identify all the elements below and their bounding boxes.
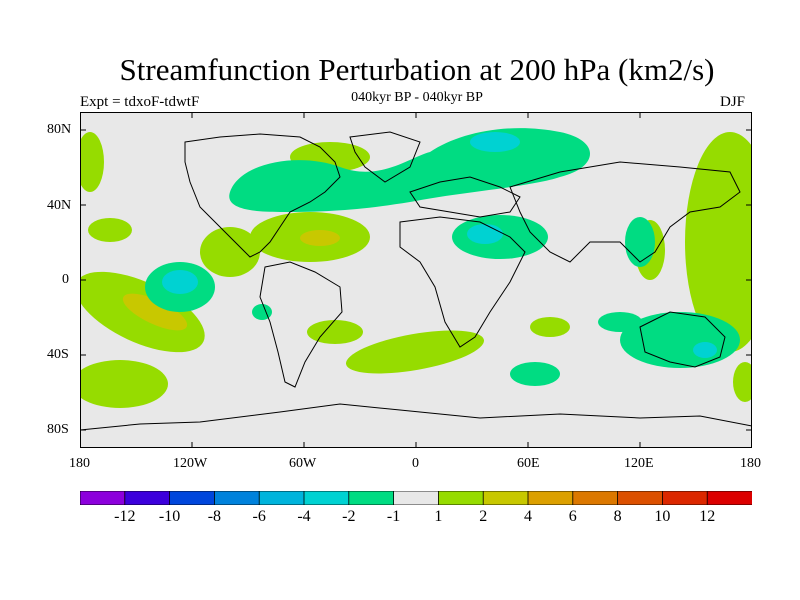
colorbar-label: -6 — [252, 508, 266, 525]
colorbar — [80, 491, 752, 505]
pos-region-subtropical-pacific — [88, 218, 132, 242]
colorbar-label: 1 — [434, 508, 443, 525]
lon-label-0: 0 — [412, 456, 419, 471]
coastline-south-america — [259, 261, 343, 388]
experiment-label: Expt = tdxoF-tdwtF — [80, 94, 200, 110]
period-label: 040kyr BP - 040kyr BP — [351, 90, 483, 105]
neg-region-middle-east-core — [467, 224, 503, 244]
pos-region-caribbean-core — [300, 230, 340, 246]
colorbar-label: 10 — [654, 508, 671, 525]
neg-region-south-indian-ocean — [510, 362, 560, 386]
streamfunction-map — [80, 112, 752, 448]
pos-region-south-america-east — [307, 320, 363, 344]
lon-label-180e: 180 — [740, 456, 761, 471]
neg-region-australia-core — [693, 342, 717, 358]
colorbar-swatch — [662, 491, 709, 505]
lat-label-0: 0 — [62, 272, 69, 287]
coastline-asia — [509, 161, 741, 263]
anomaly-contours — [80, 128, 752, 408]
lon-label-60e: 60E — [517, 456, 540, 471]
colorbar-swatch — [213, 491, 261, 505]
colorbar-swatch — [393, 491, 440, 505]
pos-region-central-america — [200, 227, 260, 277]
colorbar-swatch — [124, 491, 171, 505]
colorbar-swatch — [258, 491, 305, 505]
colorbar-label: 6 — [568, 508, 577, 525]
coastline-north-america — [184, 133, 341, 258]
colorbar-swatch — [572, 491, 619, 505]
colorbar-swatch — [80, 491, 126, 505]
lon-ticks — [191, 112, 641, 448]
neg-region-south-america-west — [252, 304, 272, 320]
pos-region-north-pacific — [80, 132, 104, 192]
colorbar-swatch — [169, 491, 216, 505]
lon-label-60w: 60W — [289, 456, 317, 471]
neg-region-north-atlantic-core — [470, 132, 520, 152]
colorbar-label: 4 — [524, 508, 532, 525]
colorbar-swatch — [706, 491, 752, 505]
colorbar-swatch — [617, 491, 664, 505]
neg-region-east-pacific-core — [162, 270, 198, 294]
colorbar-swatch — [303, 491, 350, 505]
colorbar-swatch — [437, 491, 485, 505]
pos-region-south-atlantic — [345, 330, 485, 374]
colorbar-label: -2 — [342, 508, 356, 525]
colorbar-swatch — [482, 491, 529, 505]
colorbar-swatch — [348, 491, 395, 505]
lat-ticks — [80, 129, 752, 431]
coastline-greenland — [349, 131, 421, 183]
pos-region-south-indian — [530, 317, 570, 337]
pos-region-south-pacific-core — [122, 293, 188, 331]
lat-label-40s: 40S — [47, 347, 69, 362]
lat-label-80n: 80N — [47, 122, 72, 137]
season-label: DJF — [720, 94, 746, 110]
lon-label-120e: 120E — [624, 456, 654, 471]
pos-region-southeast-pacific — [80, 360, 168, 408]
lat-label-80s: 80S — [47, 422, 69, 437]
colorbar-label: -4 — [297, 508, 311, 525]
neg-region-pacific-south — [598, 312, 642, 332]
colorbar-label: -1 — [386, 508, 401, 525]
colorbar-swatch — [527, 491, 574, 505]
lat-label-40n: 40N — [47, 198, 72, 213]
colorbar-label: 12 — [699, 508, 716, 525]
coastlines — [80, 131, 752, 431]
colorbar-label: -12 — [114, 508, 136, 525]
lon-label-120w: 120W — [173, 456, 208, 471]
pos-region-north-pacific-east — [685, 132, 752, 352]
colorbar-label: 2 — [479, 508, 488, 525]
lon-label-180w: 180 — [69, 456, 90, 471]
coastline-europe — [409, 176, 521, 218]
plot-title: Streamfunction Perturbation at 200 hPa (… — [119, 52, 715, 87]
pos-region-south-pacific-east — [733, 362, 752, 402]
colorbar-label: -10 — [158, 508, 181, 525]
coastline-antarctica — [80, 403, 752, 431]
colorbar-label: -8 — [207, 508, 222, 525]
colorbar-label: 8 — [613, 508, 622, 525]
coastline-africa — [399, 216, 526, 348]
coastline-australia — [639, 311, 726, 368]
neg-region-west-pacific — [625, 217, 655, 267]
